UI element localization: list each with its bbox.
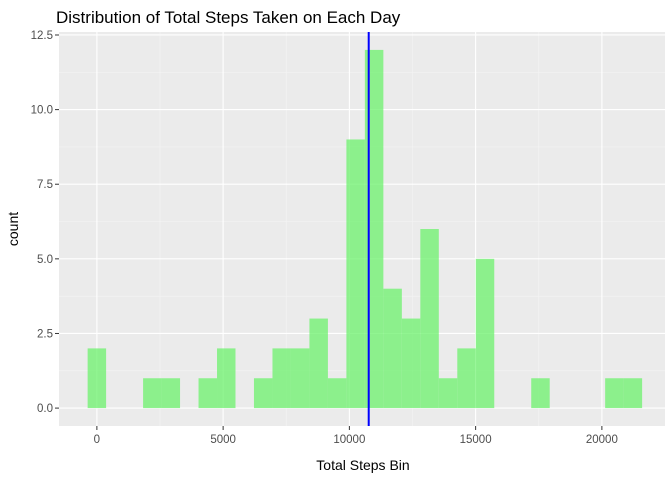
histogram-bar xyxy=(346,139,365,409)
histogram-bar xyxy=(161,378,181,409)
histogram-bar xyxy=(327,378,347,409)
x-axis: 0 5000 10000 15000 20000 xyxy=(94,426,618,446)
x-tick-label: 5000 xyxy=(210,434,236,446)
histogram-bar xyxy=(198,378,218,409)
histogram-bar xyxy=(605,378,624,409)
y-tick-label: 10.0 xyxy=(31,105,53,117)
histogram-bar xyxy=(531,378,550,409)
x-tick-label: 15000 xyxy=(460,434,492,446)
histogram-bar xyxy=(438,378,458,409)
x-tick-label: 20000 xyxy=(586,434,618,446)
histogram-bar xyxy=(401,318,421,409)
y-tick-label: 0.0 xyxy=(37,403,53,415)
histogram-bar xyxy=(623,378,643,409)
y-tick-label: 12.5 xyxy=(31,30,53,42)
histogram-bar xyxy=(272,348,291,409)
y-axis-title: count xyxy=(5,212,21,246)
histogram-bar xyxy=(253,378,273,409)
x-tick-label: 0 xyxy=(94,434,100,446)
histogram-bar xyxy=(364,49,384,409)
histogram-bar xyxy=(217,348,236,409)
histogram-bar xyxy=(309,318,328,409)
histogram-bar xyxy=(87,348,107,409)
x-axis-title: Total Steps Bin xyxy=(316,457,409,473)
histogram-bar xyxy=(290,348,310,409)
histogram-bar xyxy=(383,288,402,409)
histogram-bar xyxy=(420,229,439,409)
histogram-bars xyxy=(87,49,643,409)
y-tick-label: 2.5 xyxy=(37,328,53,340)
y-tick-label: 5.0 xyxy=(37,254,53,266)
histogram-bar xyxy=(143,378,162,409)
histogram-bar xyxy=(475,258,495,409)
chart-title: Distribution of Total Steps Taken on Eac… xyxy=(56,8,401,27)
histogram-bar xyxy=(457,348,476,409)
x-tick-label: 10000 xyxy=(333,434,365,446)
y-tick-label: 7.5 xyxy=(37,179,53,191)
y-axis: 0.0 2.5 5.0 7.5 10.0 12.5 xyxy=(31,30,59,415)
